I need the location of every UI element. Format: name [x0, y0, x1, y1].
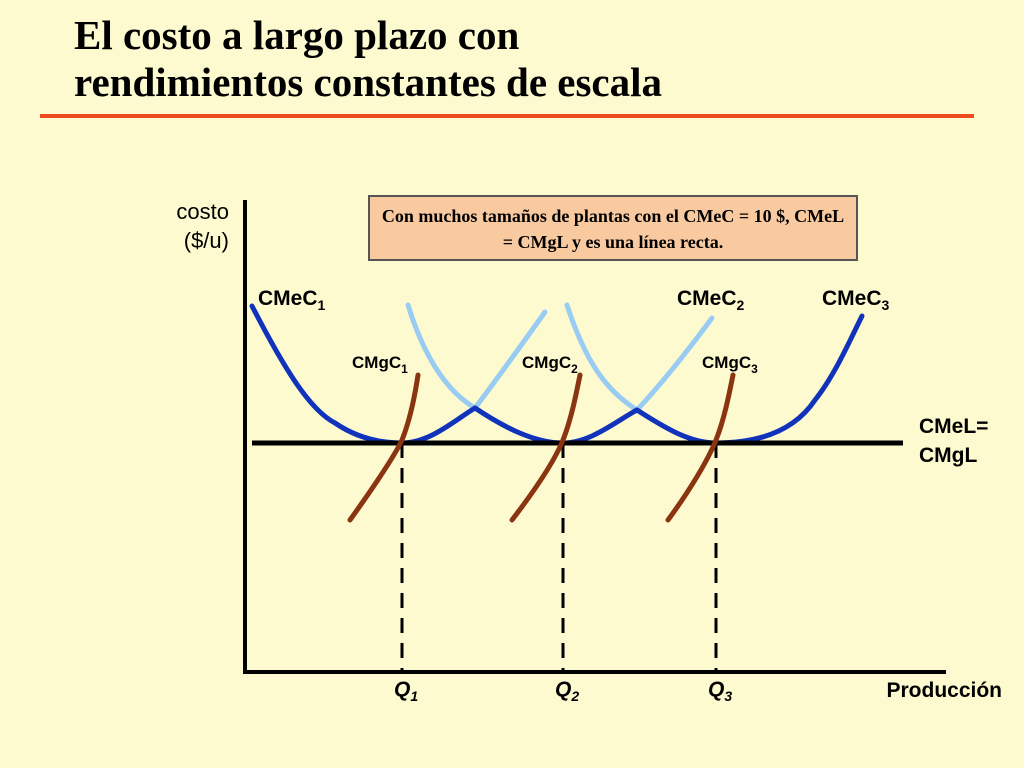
cmgc1-label: CMgC1	[352, 353, 408, 376]
cmec1-label: CMeC1	[258, 287, 326, 313]
cmgc1-curve	[347, 372, 421, 523]
cmec3-left-branch	[564, 302, 640, 413]
y-axis-label-line1: costo	[176, 199, 229, 224]
title-line-1: El costo a largo plazo con	[74, 12, 520, 58]
cmgc2-label: CMgC2	[522, 353, 578, 376]
cmec2-curve	[472, 405, 640, 446]
cmec2-left-branch	[405, 302, 478, 411]
cmec1-curve	[249, 303, 478, 446]
cmgc3-curve	[665, 372, 736, 523]
x-axis-label: Producción	[886, 679, 1002, 702]
cmec3-curve	[634, 313, 865, 446]
q1-label: Q1	[394, 678, 418, 704]
cmec2-right-branch	[634, 315, 715, 413]
cmec3-label: CMeC3	[822, 287, 890, 313]
title-line-2: rendimientos constantes de escala	[74, 59, 663, 105]
y-axis-label-line2: ($/u)	[184, 228, 229, 253]
cmgc2-curve	[509, 372, 583, 523]
cmel-label-line1: CMeL=	[919, 415, 988, 438]
q2-label: Q2	[555, 678, 579, 704]
q3-label: Q3	[708, 678, 732, 704]
cmec2-label: CMeC2	[677, 287, 745, 313]
slide-title: El costo a largo plazo con rendimientos …	[74, 12, 974, 106]
cmel-label-line2: CMgL	[919, 444, 977, 467]
cmec1-right-branch	[472, 309, 548, 411]
note-box: Con muchos tamaños de plantas con el CMe…	[368, 195, 858, 261]
title-rule	[40, 114, 974, 118]
cmgc3-label: CMgC3	[702, 353, 758, 376]
